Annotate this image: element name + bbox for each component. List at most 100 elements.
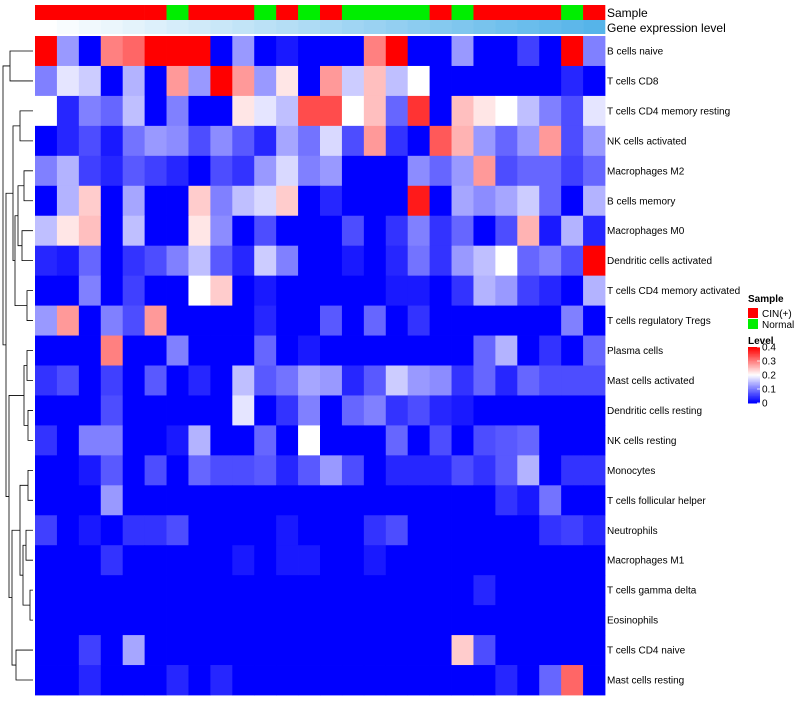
heatmap-cell (254, 485, 277, 516)
heatmap-cell (363, 635, 387, 666)
heatmap-cell (144, 335, 167, 366)
heatmap-cell (144, 185, 167, 217)
heatmap-cell (100, 635, 124, 666)
heatmap-cell (583, 635, 606, 666)
sample-annotation-cell (517, 5, 540, 20)
heatmap-cell (254, 575, 277, 606)
heatmap-cell (188, 335, 211, 366)
colorbar-segment (748, 396, 760, 398)
heatmap-cell (320, 305, 343, 336)
heatmap-cell (298, 245, 321, 277)
heatmap-cell (429, 36, 452, 67)
heatmap-cell (451, 455, 474, 486)
heatmap-cell (363, 575, 387, 606)
dendrogram-branch (8, 395, 24, 599)
heatmap-cell (144, 125, 167, 157)
heatmap-cell (298, 125, 321, 157)
heatmap-cell (385, 65, 409, 97)
heatmap-cell (407, 365, 431, 396)
heatmap-cell (539, 365, 562, 396)
heatmap-cell (363, 515, 387, 546)
sample-annotation-cell (276, 5, 299, 20)
heatmap-cell (561, 95, 584, 127)
colorbar-segment (748, 363, 760, 366)
dendrogram-branch (23, 170, 33, 202)
heatmap-cell (210, 485, 233, 516)
heatmap-cell (232, 395, 255, 426)
heatmap-cell (429, 365, 452, 396)
heatmap-cell (363, 305, 387, 336)
heatmap-cell (254, 185, 277, 217)
heatmap-cell (298, 36, 321, 67)
heatmap-cell (166, 485, 189, 516)
heatmap-cell (583, 275, 606, 306)
heatmap-cell (188, 185, 211, 217)
heatmap-cell (517, 665, 540, 696)
heatmap-cell (35, 515, 58, 546)
heatmap-cell (451, 65, 474, 97)
heatmap-cell (254, 215, 277, 247)
heatmap-cell (495, 155, 518, 187)
gene-expression-annotation-cell (539, 20, 562, 34)
heatmap-cell (122, 575, 146, 606)
heatmap-cell (517, 95, 540, 127)
heatmap-cell (122, 95, 146, 127)
heatmap-cell (166, 515, 189, 546)
heatmap-cell (78, 395, 102, 426)
heatmap-cell (144, 635, 167, 666)
heatmap-cell (188, 515, 211, 546)
heatmap-cell (407, 215, 431, 247)
heatmap-cell (451, 275, 474, 306)
heatmap-cell (341, 36, 365, 67)
heatmap-cell (495, 36, 518, 67)
heatmap-cell (583, 335, 606, 366)
heatmap-cell (473, 185, 496, 217)
heatmap-cell (341, 65, 365, 97)
heatmap-cell (188, 215, 211, 247)
heatmap-cell (539, 635, 562, 666)
heatmap-cell (473, 665, 496, 696)
heatmap-cell (100, 65, 124, 97)
heatmap-cell (451, 635, 474, 666)
heatmap-cell (583, 665, 606, 696)
colorbar-segment (748, 366, 760, 369)
heatmap-cell (517, 605, 540, 636)
heatmap-cell (122, 485, 146, 516)
heatmap-cell (473, 65, 496, 97)
heatmap-cell (451, 335, 474, 366)
heatmap-cell (35, 605, 58, 636)
gene-expression-annotation-cell (78, 20, 102, 34)
heatmap-cell (188, 245, 211, 277)
heatmap-cell (451, 95, 474, 127)
heatmap-cell (188, 305, 211, 336)
row-label: T cells CD8 (607, 76, 659, 87)
heatmap-cell (254, 305, 277, 336)
heatmap-cell (78, 36, 102, 67)
colorbar-segment (748, 354, 760, 356)
dendrogram-branch (27, 410, 33, 441)
heatmap-cell (517, 395, 540, 426)
heatmap-cell (254, 275, 277, 306)
heatmap-cell (561, 395, 584, 426)
heatmap-cell (407, 185, 431, 217)
gene-expression-annotation-cell (495, 20, 518, 34)
colorbar-segment (748, 390, 760, 393)
heatmap-cell (78, 305, 102, 336)
heatmap-cell (35, 425, 58, 456)
heatmap-cell (144, 275, 167, 306)
heatmap-cell (276, 575, 299, 606)
heatmap-cell (473, 635, 496, 666)
heatmap-cell (320, 425, 343, 456)
heatmap-cell (56, 185, 80, 217)
heatmap-cell (276, 665, 299, 696)
colorbar-segment (748, 383, 760, 386)
legend-swatch (748, 319, 758, 329)
heatmap-cell (78, 665, 102, 696)
heatmap-cell (517, 185, 540, 217)
heatmap-cell (188, 425, 211, 456)
heatmap-cell (407, 65, 431, 97)
heatmap-cell (495, 665, 518, 696)
heatmap-cell (276, 545, 299, 576)
heatmap-cell (122, 65, 146, 97)
